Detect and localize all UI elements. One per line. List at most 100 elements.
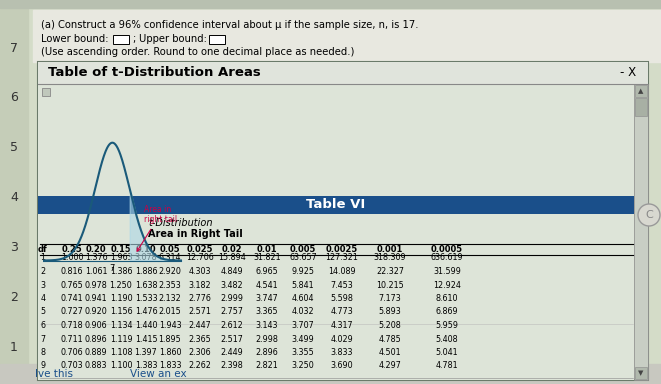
Text: 5.041: 5.041: [436, 348, 458, 357]
Text: 2.571: 2.571: [188, 308, 212, 316]
Text: 2.999: 2.999: [221, 294, 243, 303]
Text: Area in
right tail: Area in right tail: [137, 205, 176, 251]
Text: 14.089: 14.089: [329, 267, 356, 276]
Text: 9: 9: [40, 361, 46, 371]
Text: 3.690: 3.690: [330, 361, 354, 371]
Text: 2.517: 2.517: [221, 334, 243, 344]
Text: 1.886: 1.886: [135, 267, 157, 276]
Text: 1.860: 1.860: [159, 348, 181, 357]
Text: 0.703: 0.703: [61, 361, 83, 371]
Text: 1.833: 1.833: [159, 361, 181, 371]
Text: Table of t-Distribution Areas: Table of t-Distribution Areas: [48, 66, 260, 79]
Text: 0.906: 0.906: [85, 321, 107, 330]
Text: 1.440: 1.440: [135, 321, 157, 330]
Text: 2: 2: [40, 267, 46, 276]
Text: 4.849: 4.849: [221, 267, 243, 276]
Text: 10.215: 10.215: [376, 280, 404, 290]
Text: 1.963: 1.963: [110, 253, 132, 263]
Text: 0.10: 0.10: [136, 245, 156, 254]
Bar: [0, 0, 28, 384]
Text: 5.893: 5.893: [379, 308, 401, 316]
Text: 63.657: 63.657: [289, 253, 317, 263]
Bar: [38, 84, 634, 380]
Text: 2.398: 2.398: [221, 361, 243, 371]
Text: 0.025: 0.025: [187, 245, 214, 254]
Text: 5: 5: [40, 308, 46, 316]
Text: 5.408: 5.408: [436, 334, 458, 344]
Text: 9.925: 9.925: [292, 267, 315, 276]
Text: 3: 3: [10, 241, 18, 254]
Bar: [38, 62, 648, 84]
Text: 4.604: 4.604: [292, 294, 314, 303]
Text: 7.173: 7.173: [379, 294, 401, 303]
Text: 5: 5: [10, 141, 18, 154]
Text: 3.747: 3.747: [256, 294, 278, 303]
Text: 3.365: 3.365: [256, 308, 278, 316]
Text: 2.821: 2.821: [256, 361, 278, 371]
Text: 1.156: 1.156: [110, 308, 132, 316]
Text: 4.317: 4.317: [330, 321, 354, 330]
Text: 3: 3: [40, 280, 46, 290]
Text: 12.706: 12.706: [186, 253, 214, 263]
Text: Upper bound:: Upper bound:: [139, 34, 207, 44]
Text: 0.25: 0.25: [61, 245, 83, 254]
Text: 3.143: 3.143: [256, 321, 278, 330]
Text: 4.029: 4.029: [330, 334, 354, 344]
Bar: [38, 62, 648, 380]
Text: 8: 8: [40, 348, 46, 357]
Text: 1.397: 1.397: [135, 348, 157, 357]
Text: 0.711: 0.711: [61, 334, 83, 344]
Text: - X: - X: [620, 66, 636, 79]
Text: 0.05: 0.05: [160, 245, 180, 254]
Text: 0.706: 0.706: [61, 348, 83, 357]
Text: 0.816: 0.816: [61, 267, 83, 276]
Text: 318.309: 318.309: [373, 253, 407, 263]
Text: 6.314: 6.314: [159, 253, 181, 263]
Text: 1.134: 1.134: [110, 321, 132, 330]
Bar: [113, 35, 129, 44]
Text: 2.306: 2.306: [188, 348, 212, 357]
Text: 4.785: 4.785: [379, 334, 401, 344]
Text: Table VI: Table VI: [307, 199, 366, 212]
Text: 0.727: 0.727: [61, 308, 83, 316]
Text: 0.941: 0.941: [85, 294, 107, 303]
Text: 3.078: 3.078: [135, 253, 157, 263]
Text: 0.0005: 0.0005: [431, 245, 463, 254]
Text: 1: 1: [10, 341, 18, 354]
Text: 2.896: 2.896: [256, 348, 278, 357]
Text: 0.001: 0.001: [377, 245, 403, 254]
Bar: [33, 10, 661, 62]
Text: 1.190: 1.190: [110, 294, 132, 303]
Text: 6: 6: [40, 321, 46, 330]
Text: 4: 4: [40, 294, 46, 303]
Text: 0.02: 0.02: [221, 245, 243, 254]
Text: 0.896: 0.896: [85, 334, 107, 344]
Text: View an ex: View an ex: [130, 369, 186, 379]
Text: 3.707: 3.707: [292, 321, 315, 330]
Text: 2.353: 2.353: [159, 280, 181, 290]
Text: Lower bound:: Lower bound:: [41, 34, 108, 44]
Text: 6: 6: [10, 91, 18, 104]
Text: 2.132: 2.132: [159, 294, 181, 303]
Text: 1.250: 1.250: [110, 280, 132, 290]
Text: 1: 1: [40, 253, 46, 263]
Bar: [634, 84, 648, 380]
Text: 0.15: 0.15: [110, 245, 132, 254]
Text: 636.619: 636.619: [431, 253, 463, 263]
Text: 31.821: 31.821: [253, 253, 281, 263]
Text: 0.0025: 0.0025: [326, 245, 358, 254]
Text: 4.773: 4.773: [330, 308, 354, 316]
Text: 4.303: 4.303: [189, 267, 212, 276]
Text: 7.453: 7.453: [330, 280, 354, 290]
Text: 2.612: 2.612: [221, 321, 243, 330]
Text: 0.765: 0.765: [61, 280, 83, 290]
Text: 0.920: 0.920: [85, 308, 107, 316]
Text: Ive this: Ive this: [35, 369, 73, 379]
Text: 5.959: 5.959: [436, 321, 459, 330]
Text: ▼: ▼: [639, 370, 644, 376]
Text: (a) Construct a 96% confidence interval about μ if the sample size, n, is 17.: (a) Construct a 96% confidence interval …: [41, 20, 418, 30]
Text: 2.262: 2.262: [188, 361, 212, 371]
Text: 0.01: 0.01: [256, 245, 278, 254]
Circle shape: [638, 204, 660, 226]
Text: 7: 7: [110, 264, 115, 273]
